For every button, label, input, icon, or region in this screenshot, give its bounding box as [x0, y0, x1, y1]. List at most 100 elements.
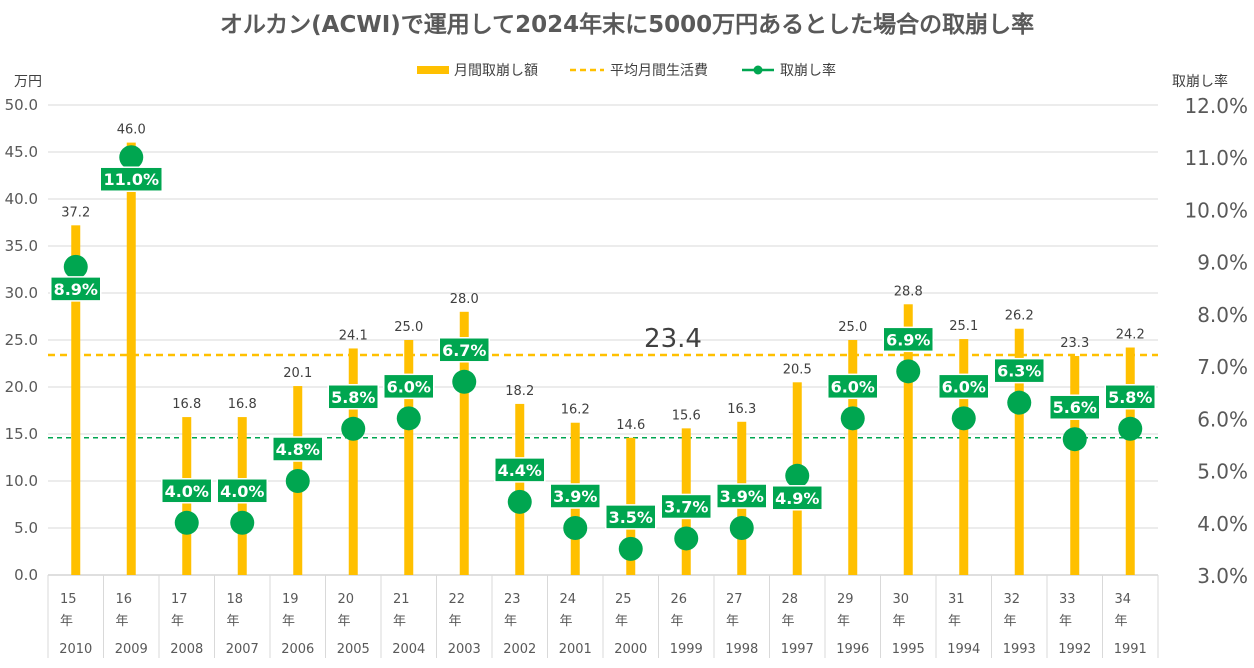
- y-right-tick-label: 11.0%: [1184, 146, 1248, 170]
- rate-label-box: [605, 504, 657, 530]
- x-category-number: 24: [560, 592, 577, 607]
- rate-label-box: [50, 276, 102, 302]
- y-right-tick-label: 4.0%: [1197, 512, 1248, 536]
- x-category-number: 34: [1115, 592, 1132, 607]
- x-category-unit: 年: [393, 614, 406, 629]
- rate-value-label: 4.0%: [220, 482, 264, 501]
- x-category-unit: 年: [171, 614, 184, 629]
- x-category-unit: 年: [1059, 614, 1072, 629]
- x-category-unit: 年: [726, 614, 739, 629]
- x-category-number: 19: [282, 592, 299, 607]
- rate-label-box: [272, 436, 324, 462]
- bar-21年: [404, 340, 414, 575]
- rate-value-label: 3.9%: [553, 487, 597, 506]
- bar-value-label: 16.3: [727, 402, 756, 417]
- x-category-unit: 年: [893, 614, 906, 629]
- bar-value-label: 16.8: [172, 397, 201, 412]
- x-category-year: 1996: [836, 642, 869, 657]
- bar-16年: [126, 142, 136, 575]
- x-category-number: 22: [449, 592, 466, 607]
- legend-label-bars: 月間取崩し額: [454, 63, 538, 79]
- bar-value-label: 25.0: [394, 320, 423, 335]
- rate-value-label: 5.6%: [1053, 398, 1097, 417]
- rate-label-box: [494, 457, 546, 483]
- x-category-number: 31: [948, 592, 965, 607]
- chart-title: オルカン(ACWI)で運用して2024年末に5000万円あるとした場合の取崩し率: [220, 11, 1034, 38]
- rate-value-label: 11.0%: [103, 170, 159, 189]
- bar-value-label: 14.6: [616, 418, 645, 433]
- rate-label-box: [938, 373, 990, 400]
- x-category-year: 2005: [337, 642, 370, 657]
- x-category-number: 28: [782, 592, 799, 607]
- rate-label-box: [99, 166, 163, 192]
- rate-value-label: 3.9%: [720, 487, 764, 506]
- x-category-unit: 年: [282, 614, 295, 629]
- x-category-year: 2006: [281, 642, 314, 657]
- rate-marker-21年: [396, 406, 421, 431]
- bar-value-label: 37.2: [61, 205, 90, 220]
- y-right-tick-label: 8.0%: [1197, 303, 1248, 327]
- bar-value-label: 16.2: [561, 403, 590, 418]
- y-right-tick-label: 12.0%: [1184, 94, 1248, 118]
- rate-marker-32年: [1007, 390, 1032, 415]
- rate-value-label: 6.0%: [831, 377, 875, 396]
- rate-label-box: [827, 373, 879, 400]
- bar-31年: [959, 339, 969, 575]
- rate-label-box: [216, 478, 268, 504]
- y-right-tick-label: 7.0%: [1197, 355, 1248, 379]
- rate-value-label: 4.4%: [498, 461, 542, 480]
- bar-value-label: 24.1: [339, 328, 368, 343]
- x-category-year: 1995: [892, 642, 925, 657]
- bar-33年: [1070, 355, 1080, 575]
- rate-value-label: 5.8%: [331, 388, 375, 407]
- rate-marker-30年: [896, 359, 921, 384]
- x-category-unit: 年: [116, 614, 129, 629]
- rate-marker-33年: [1062, 427, 1087, 452]
- bar-value-label: 28.0: [450, 292, 479, 307]
- x-category-number: 30: [893, 592, 910, 607]
- y-right-tick-label: 5.0%: [1197, 460, 1248, 484]
- x-category-unit: 年: [449, 614, 462, 629]
- x-category-year: 1999: [670, 642, 703, 657]
- rate-marker-28年: [785, 463, 810, 488]
- x-category-year: 1993: [1003, 642, 1036, 657]
- bar-20年: [348, 348, 358, 575]
- rate-label-box: [1104, 384, 1156, 410]
- y-right-tick-label: 9.0%: [1197, 251, 1248, 275]
- rate-label-box: [882, 326, 934, 353]
- x-category-unit: 年: [1115, 614, 1128, 629]
- x-category-number: 21: [393, 592, 410, 607]
- bar-value-label: 16.8: [228, 397, 257, 412]
- x-category-number: 20: [338, 592, 355, 607]
- rate-marker-27年: [729, 516, 754, 540]
- left-axis-unit: 万円: [14, 74, 42, 90]
- rate-value-label: 5.8%: [1108, 388, 1152, 407]
- bar-value-label: 25.1: [949, 319, 978, 334]
- x-category-number: 25: [615, 592, 632, 607]
- legend-label-average: 平均月間生活費: [610, 63, 708, 79]
- y-right-tick-label: 10.0%: [1184, 198, 1248, 222]
- x-category-year: 2001: [559, 642, 592, 657]
- y-left-tick-label: 5.0: [14, 519, 38, 537]
- x-category-unit: 年: [615, 614, 628, 629]
- y-left-tick-label: 35.0: [5, 237, 38, 255]
- x-category-number: 26: [671, 592, 688, 607]
- y-right-tick-label: 3.0%: [1197, 564, 1248, 588]
- x-category-number: 32: [1004, 592, 1021, 607]
- bar-value-label: 15.6: [672, 408, 701, 423]
- y-left-tick-label: 10.0: [5, 472, 38, 490]
- rate-value-label: 4.8%: [276, 440, 320, 459]
- x-category-unit: 年: [560, 614, 573, 629]
- y-left-tick-label: 45.0: [5, 143, 38, 161]
- x-category-year: 1992: [1058, 642, 1091, 657]
- rate-value-label: 4.0%: [165, 482, 209, 501]
- rate-marker-23年: [507, 489, 532, 514]
- bar-value-label: 28.8: [894, 284, 923, 299]
- rate-marker-34年: [1118, 416, 1143, 441]
- x-category-year: 2008: [170, 642, 203, 657]
- rate-label-box: [993, 357, 1045, 384]
- rate-value-label: 8.9%: [54, 280, 98, 299]
- bar-value-label: 20.5: [783, 362, 812, 377]
